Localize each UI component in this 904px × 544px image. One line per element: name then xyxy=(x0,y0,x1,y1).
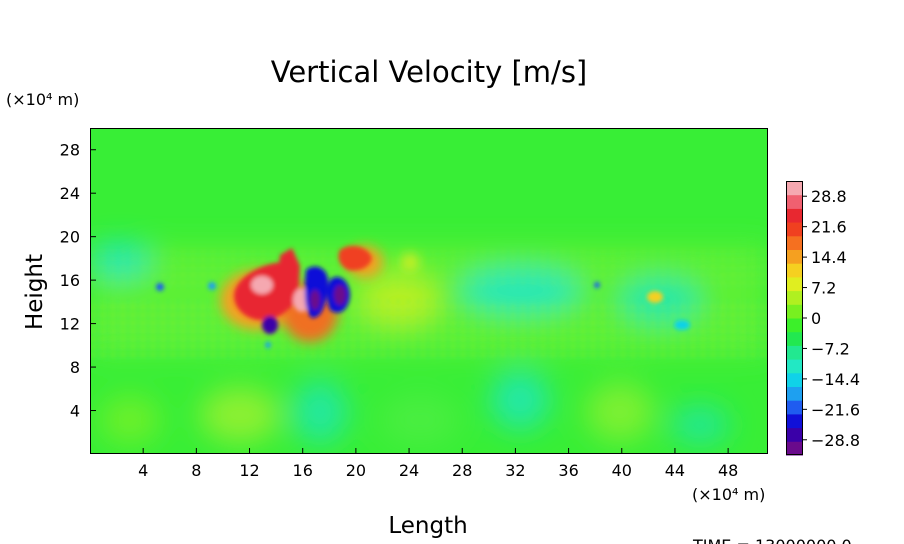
colorbar-label: 28.8 xyxy=(811,187,847,206)
x-axis-title: Length xyxy=(388,513,467,539)
colorbar-swatch xyxy=(786,372,803,387)
x-tick-label: 12 xyxy=(239,461,259,480)
colorbar-swatch xyxy=(786,208,803,223)
x-tick-label: 28 xyxy=(452,461,472,480)
colorbar-swatch xyxy=(786,345,803,360)
y-tick-label: 16 xyxy=(60,271,80,290)
colorbar-label: −14.4 xyxy=(811,370,860,389)
colorbar-label: −7.2 xyxy=(811,339,850,358)
colorbar-swatch xyxy=(786,304,803,319)
colorbar-frame xyxy=(786,181,803,455)
colorbar-label: 14.4 xyxy=(811,248,847,267)
colorbar-label: −21.6 xyxy=(811,400,860,419)
x-tick-label: 44 xyxy=(665,461,685,480)
x-tick-label: 4 xyxy=(138,461,148,480)
y-tick-label: 8 xyxy=(70,358,80,377)
colorbar-swatch xyxy=(786,222,803,237)
y-tick-label: 4 xyxy=(70,402,80,421)
y-axis: 4 8 12 16 20 24 28 xyxy=(60,141,96,421)
x-tick-label: 48 xyxy=(718,461,738,480)
colorbar-label: 7.2 xyxy=(811,279,836,298)
colorbar-swatch xyxy=(786,400,803,415)
colorbar-swatch xyxy=(786,318,803,333)
x-tick-label: 24 xyxy=(399,461,419,480)
x-tick-label: 16 xyxy=(293,461,313,480)
heatmap-field xyxy=(90,128,768,454)
colorbar-swatch xyxy=(786,290,803,305)
chart-title: Vertical Velocity [m/s] xyxy=(271,55,588,89)
x-tick-label: 8 xyxy=(191,461,201,480)
colorbar-swatch xyxy=(786,194,803,209)
colorbar-label: 21.6 xyxy=(811,218,847,237)
y-tick-label: 12 xyxy=(60,315,80,334)
colorbar-swatch xyxy=(786,235,803,250)
colorbar: 28.8 21.6 14.4 7.2 0 −7.2 −14.4 −21.6 −28.8 xyxy=(786,181,860,456)
colorbar-swatch xyxy=(786,386,803,401)
x-axis: 4 8 12 16 20 24 28 32 36 40 44 48 xyxy=(138,448,738,480)
colorbar-swatch xyxy=(786,276,803,292)
x-tick-label: 36 xyxy=(558,461,578,480)
x-tick-label: 40 xyxy=(612,461,632,480)
y-axis-title: Height xyxy=(22,254,48,330)
x-tick-label: 32 xyxy=(505,461,525,480)
colorbar-swatch xyxy=(786,263,803,278)
y-unit-label: (×10⁴ m) xyxy=(6,90,79,109)
convective-cores xyxy=(156,245,690,348)
y-tick-label: 28 xyxy=(60,141,80,160)
colorbar-swatch xyxy=(786,249,803,264)
plot-frame xyxy=(90,128,768,454)
colorbar-swatch xyxy=(786,427,803,442)
band-texture xyxy=(90,250,768,360)
x-unit-label: (×10⁴ m) xyxy=(692,485,765,504)
colorbar-label: 0 xyxy=(811,309,821,328)
y-tick-label: 20 xyxy=(60,228,80,247)
colorbar-swatch xyxy=(786,359,803,374)
footer-time: TIME = 13000000.0 xyxy=(692,536,852,544)
colorbar-swatch xyxy=(786,331,803,346)
colorbar-swatch xyxy=(786,181,803,196)
colorbar-swatch xyxy=(786,413,803,429)
x-tick-label: 20 xyxy=(346,461,366,480)
colorbar-label: −28.8 xyxy=(811,431,860,450)
y-tick-label: 24 xyxy=(60,184,80,203)
colorbar-swatch xyxy=(786,441,803,456)
